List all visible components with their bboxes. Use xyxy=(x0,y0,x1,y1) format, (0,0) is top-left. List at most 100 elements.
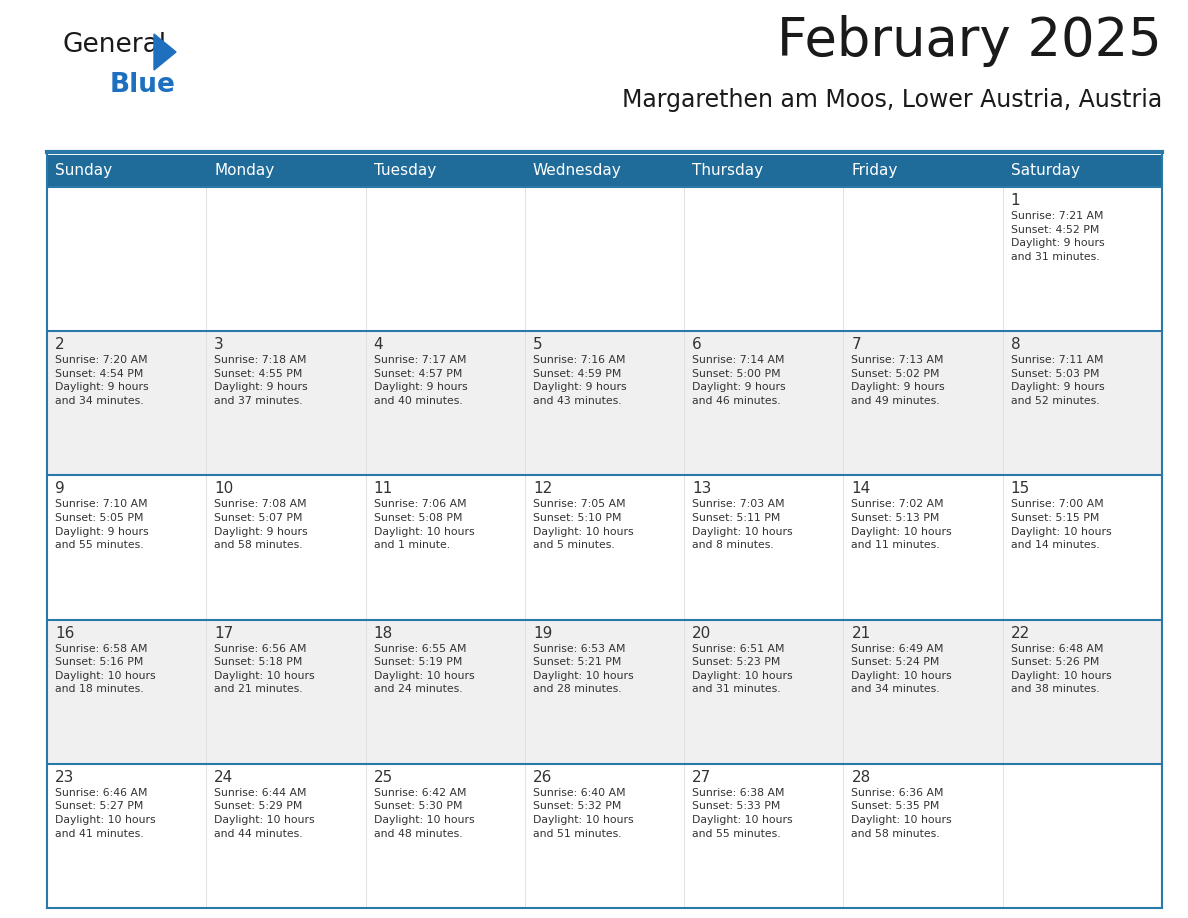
Bar xyxy=(684,155,843,187)
Bar xyxy=(1003,331,1162,476)
Text: Sunrise: 7:05 AM
Sunset: 5:10 PM
Daylight: 10 hours
and 5 minutes.: Sunrise: 7:05 AM Sunset: 5:10 PM Dayligh… xyxy=(533,499,633,550)
Text: February 2025: February 2025 xyxy=(777,15,1162,67)
Text: Sunrise: 7:18 AM
Sunset: 4:55 PM
Daylight: 9 hours
and 37 minutes.: Sunrise: 7:18 AM Sunset: 4:55 PM Dayligh… xyxy=(214,355,308,406)
Text: Monday: Monday xyxy=(214,163,274,178)
Bar xyxy=(843,764,1003,908)
Bar xyxy=(843,155,1003,187)
Text: Sunrise: 6:51 AM
Sunset: 5:23 PM
Daylight: 10 hours
and 31 minutes.: Sunrise: 6:51 AM Sunset: 5:23 PM Dayligh… xyxy=(693,644,792,694)
Text: Sunrise: 6:44 AM
Sunset: 5:29 PM
Daylight: 10 hours
and 44 minutes.: Sunrise: 6:44 AM Sunset: 5:29 PM Dayligh… xyxy=(214,788,315,839)
Bar xyxy=(843,187,1003,331)
Text: 26: 26 xyxy=(533,770,552,785)
Text: Sunrise: 7:17 AM
Sunset: 4:57 PM
Daylight: 9 hours
and 40 minutes.: Sunrise: 7:17 AM Sunset: 4:57 PM Dayligh… xyxy=(373,355,467,406)
Bar xyxy=(366,187,525,331)
Text: Sunrise: 6:42 AM
Sunset: 5:30 PM
Daylight: 10 hours
and 48 minutes.: Sunrise: 6:42 AM Sunset: 5:30 PM Dayligh… xyxy=(373,788,474,839)
Text: Sunrise: 7:00 AM
Sunset: 5:15 PM
Daylight: 10 hours
and 14 minutes.: Sunrise: 7:00 AM Sunset: 5:15 PM Dayligh… xyxy=(1011,499,1111,550)
Bar xyxy=(48,187,207,331)
Text: 28: 28 xyxy=(852,770,871,785)
Bar xyxy=(207,187,366,331)
Bar xyxy=(684,620,843,764)
Bar xyxy=(1003,476,1162,620)
Text: Sunrise: 7:11 AM
Sunset: 5:03 PM
Daylight: 9 hours
and 52 minutes.: Sunrise: 7:11 AM Sunset: 5:03 PM Dayligh… xyxy=(1011,355,1105,406)
Text: 3: 3 xyxy=(214,337,225,353)
Text: Sunrise: 6:49 AM
Sunset: 5:24 PM
Daylight: 10 hours
and 34 minutes.: Sunrise: 6:49 AM Sunset: 5:24 PM Dayligh… xyxy=(852,644,952,694)
Bar xyxy=(843,331,1003,476)
Text: Friday: Friday xyxy=(852,163,898,178)
Polygon shape xyxy=(154,34,176,70)
Text: Sunrise: 7:14 AM
Sunset: 5:00 PM
Daylight: 9 hours
and 46 minutes.: Sunrise: 7:14 AM Sunset: 5:00 PM Dayligh… xyxy=(693,355,785,406)
Text: 2: 2 xyxy=(55,337,64,353)
Bar xyxy=(366,476,525,620)
Text: 19: 19 xyxy=(533,625,552,641)
Text: 5: 5 xyxy=(533,337,543,353)
Text: 1: 1 xyxy=(1011,193,1020,208)
Text: Sunrise: 6:46 AM
Sunset: 5:27 PM
Daylight: 10 hours
and 41 minutes.: Sunrise: 6:46 AM Sunset: 5:27 PM Dayligh… xyxy=(55,788,156,839)
Text: Sunrise: 7:08 AM
Sunset: 5:07 PM
Daylight: 9 hours
and 58 minutes.: Sunrise: 7:08 AM Sunset: 5:07 PM Dayligh… xyxy=(214,499,308,550)
Bar xyxy=(48,331,207,476)
Bar xyxy=(684,764,843,908)
Text: Sunrise: 6:48 AM
Sunset: 5:26 PM
Daylight: 10 hours
and 38 minutes.: Sunrise: 6:48 AM Sunset: 5:26 PM Dayligh… xyxy=(1011,644,1111,694)
Bar xyxy=(525,155,684,187)
Text: Sunrise: 6:53 AM
Sunset: 5:21 PM
Daylight: 10 hours
and 28 minutes.: Sunrise: 6:53 AM Sunset: 5:21 PM Dayligh… xyxy=(533,644,633,694)
Text: 4: 4 xyxy=(373,337,384,353)
Bar xyxy=(48,155,207,187)
Text: Tuesday: Tuesday xyxy=(373,163,436,178)
Text: Sunrise: 6:56 AM
Sunset: 5:18 PM
Daylight: 10 hours
and 21 minutes.: Sunrise: 6:56 AM Sunset: 5:18 PM Dayligh… xyxy=(214,644,315,694)
Bar xyxy=(366,620,525,764)
Text: 15: 15 xyxy=(1011,481,1030,497)
Text: 6: 6 xyxy=(693,337,702,353)
Bar xyxy=(525,764,684,908)
Bar xyxy=(207,764,366,908)
Bar xyxy=(207,155,366,187)
Text: Sunrise: 7:13 AM
Sunset: 5:02 PM
Daylight: 9 hours
and 49 minutes.: Sunrise: 7:13 AM Sunset: 5:02 PM Dayligh… xyxy=(852,355,944,406)
Bar xyxy=(843,476,1003,620)
Text: 12: 12 xyxy=(533,481,552,497)
Text: 10: 10 xyxy=(214,481,234,497)
Bar xyxy=(366,764,525,908)
Bar xyxy=(207,620,366,764)
Text: Sunrise: 7:21 AM
Sunset: 4:52 PM
Daylight: 9 hours
and 31 minutes.: Sunrise: 7:21 AM Sunset: 4:52 PM Dayligh… xyxy=(1011,211,1105,262)
Text: Sunrise: 7:10 AM
Sunset: 5:05 PM
Daylight: 9 hours
and 55 minutes.: Sunrise: 7:10 AM Sunset: 5:05 PM Dayligh… xyxy=(55,499,148,550)
Bar xyxy=(684,187,843,331)
Text: Sunrise: 6:38 AM
Sunset: 5:33 PM
Daylight: 10 hours
and 55 minutes.: Sunrise: 6:38 AM Sunset: 5:33 PM Dayligh… xyxy=(693,788,792,839)
Text: 25: 25 xyxy=(373,770,393,785)
Bar xyxy=(207,476,366,620)
Text: 8: 8 xyxy=(1011,337,1020,353)
Text: 14: 14 xyxy=(852,481,871,497)
Bar xyxy=(207,331,366,476)
Bar xyxy=(48,764,207,908)
Text: 17: 17 xyxy=(214,625,234,641)
Bar xyxy=(48,476,207,620)
Text: 7: 7 xyxy=(852,337,861,353)
Text: General: General xyxy=(62,32,166,58)
Text: Sunrise: 7:20 AM
Sunset: 4:54 PM
Daylight: 9 hours
and 34 minutes.: Sunrise: 7:20 AM Sunset: 4:54 PM Dayligh… xyxy=(55,355,148,406)
Text: Saturday: Saturday xyxy=(1011,163,1080,178)
Text: Margarethen am Moos, Lower Austria, Austria: Margarethen am Moos, Lower Austria, Aust… xyxy=(621,88,1162,112)
Bar xyxy=(525,331,684,476)
Bar xyxy=(525,620,684,764)
Text: 27: 27 xyxy=(693,770,712,785)
Bar xyxy=(684,476,843,620)
Text: Sunrise: 6:36 AM
Sunset: 5:35 PM
Daylight: 10 hours
and 58 minutes.: Sunrise: 6:36 AM Sunset: 5:35 PM Dayligh… xyxy=(852,788,952,839)
Bar xyxy=(525,187,684,331)
Text: Sunrise: 7:06 AM
Sunset: 5:08 PM
Daylight: 10 hours
and 1 minute.: Sunrise: 7:06 AM Sunset: 5:08 PM Dayligh… xyxy=(373,499,474,550)
Text: Sunrise: 6:58 AM
Sunset: 5:16 PM
Daylight: 10 hours
and 18 minutes.: Sunrise: 6:58 AM Sunset: 5:16 PM Dayligh… xyxy=(55,644,156,694)
Text: Wednesday: Wednesday xyxy=(533,163,621,178)
Text: 24: 24 xyxy=(214,770,234,785)
Bar xyxy=(1003,187,1162,331)
Text: Sunrise: 7:03 AM
Sunset: 5:11 PM
Daylight: 10 hours
and 8 minutes.: Sunrise: 7:03 AM Sunset: 5:11 PM Dayligh… xyxy=(693,499,792,550)
Text: Sunrise: 7:02 AM
Sunset: 5:13 PM
Daylight: 10 hours
and 11 minutes.: Sunrise: 7:02 AM Sunset: 5:13 PM Dayligh… xyxy=(852,499,952,550)
Bar xyxy=(366,155,525,187)
Text: 13: 13 xyxy=(693,481,712,497)
Bar xyxy=(525,476,684,620)
Text: Sunday: Sunday xyxy=(55,163,112,178)
Text: Blue: Blue xyxy=(110,72,176,98)
Text: Thursday: Thursday xyxy=(693,163,763,178)
Text: 22: 22 xyxy=(1011,625,1030,641)
Text: 18: 18 xyxy=(373,625,393,641)
Text: 11: 11 xyxy=(373,481,393,497)
Text: Sunrise: 6:40 AM
Sunset: 5:32 PM
Daylight: 10 hours
and 51 minutes.: Sunrise: 6:40 AM Sunset: 5:32 PM Dayligh… xyxy=(533,788,633,839)
Text: 21: 21 xyxy=(852,625,871,641)
Bar xyxy=(48,620,207,764)
Text: Sunrise: 6:55 AM
Sunset: 5:19 PM
Daylight: 10 hours
and 24 minutes.: Sunrise: 6:55 AM Sunset: 5:19 PM Dayligh… xyxy=(373,644,474,694)
Bar xyxy=(366,331,525,476)
